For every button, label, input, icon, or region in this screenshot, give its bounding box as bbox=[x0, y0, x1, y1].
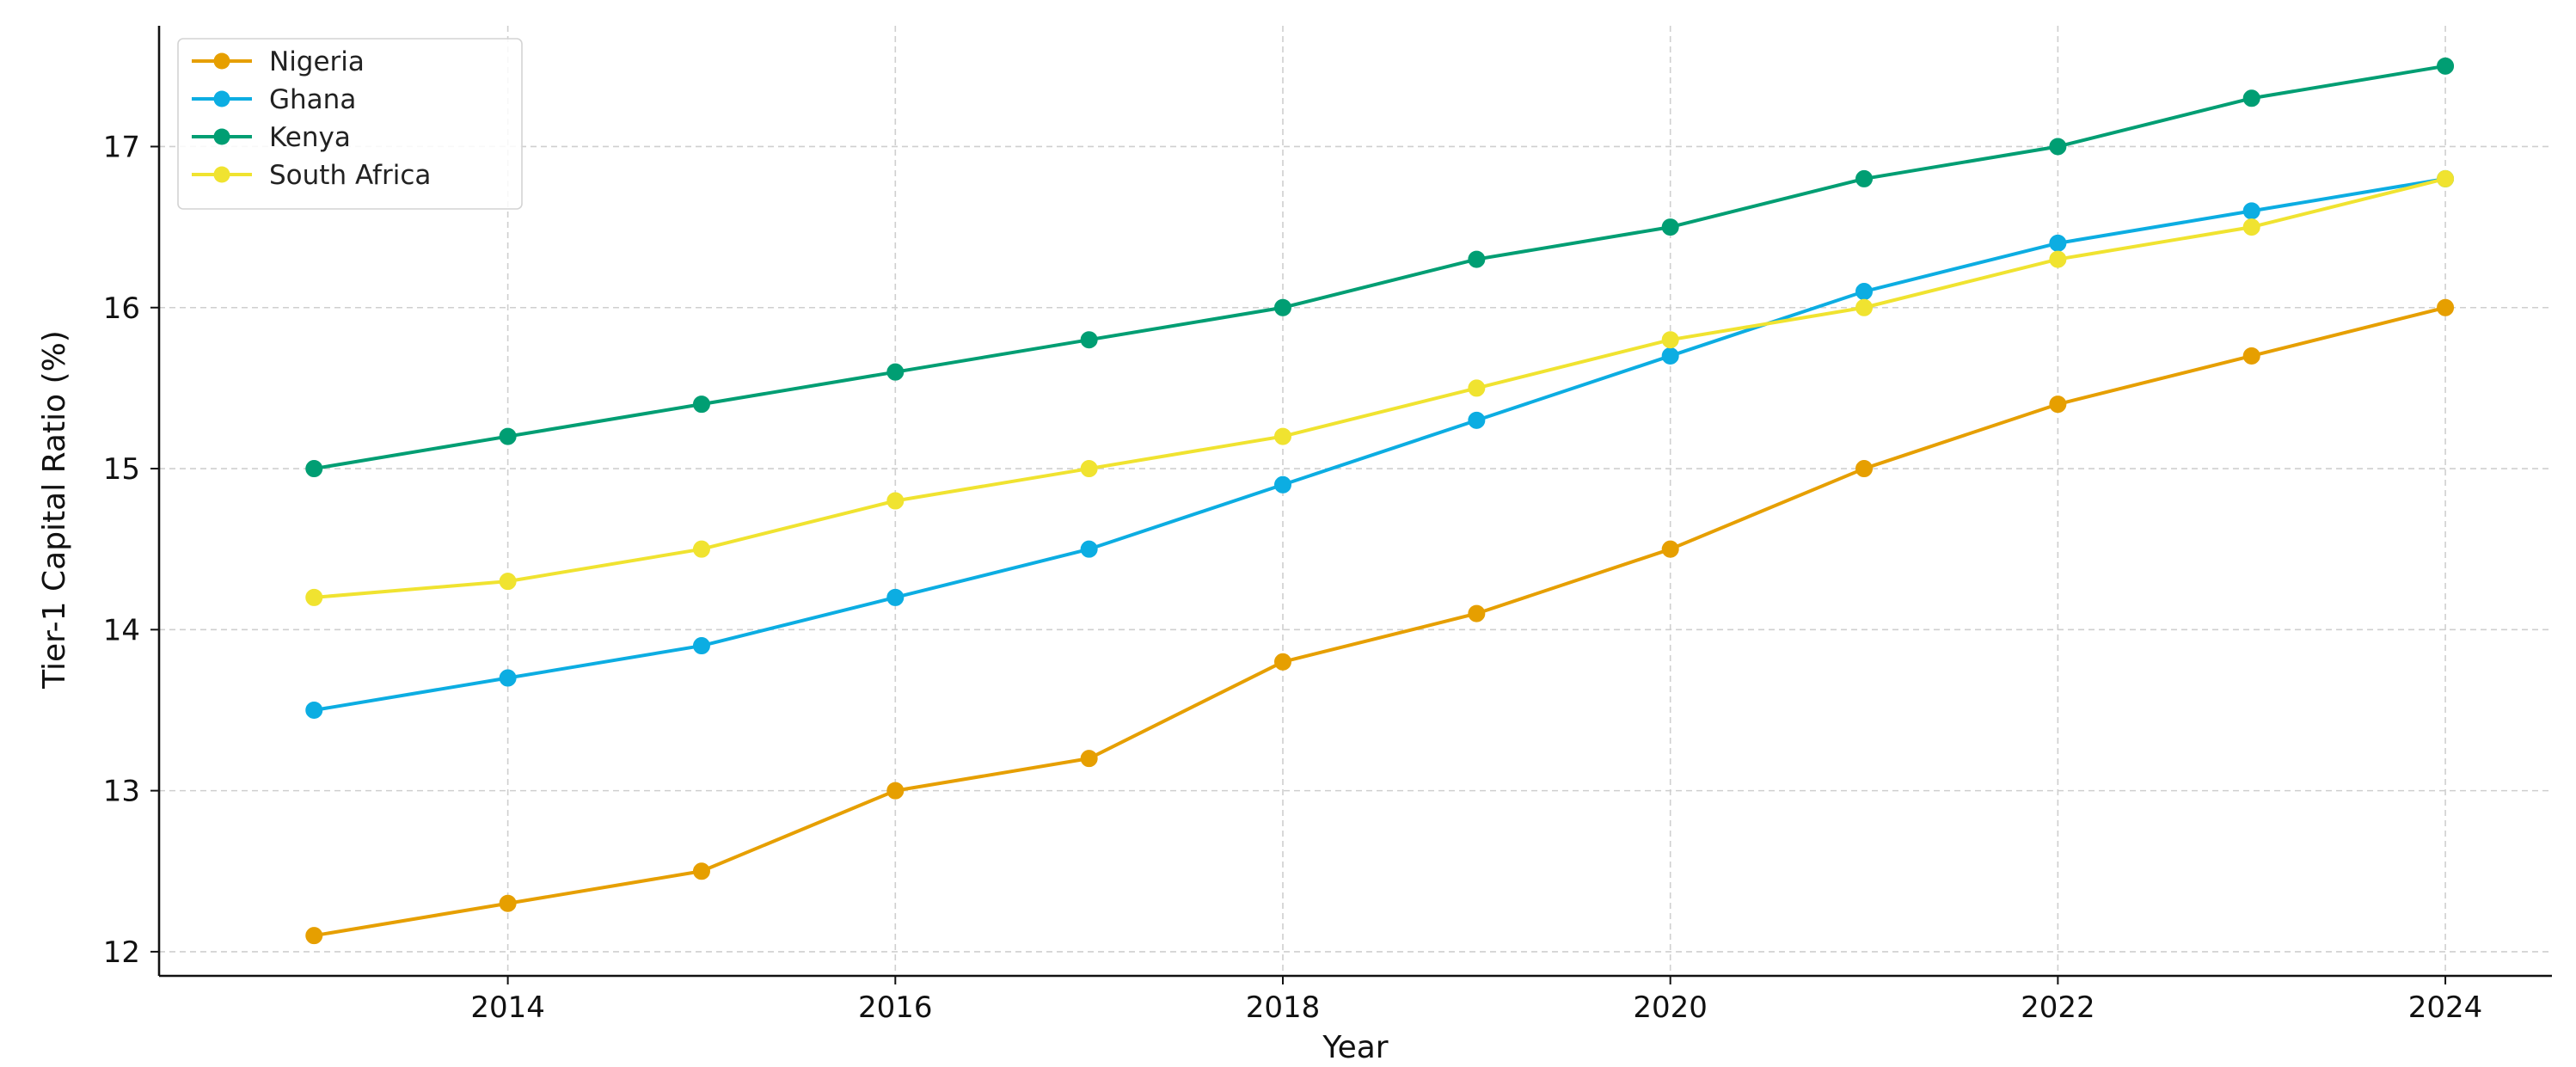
legend-label: Kenya bbox=[269, 122, 351, 153]
data-point bbox=[305, 701, 323, 719]
data-point bbox=[886, 492, 905, 510]
x-tick-label: 2014 bbox=[470, 990, 545, 1025]
legend-label: Ghana bbox=[269, 84, 356, 115]
data-point bbox=[2049, 138, 2067, 156]
data-point bbox=[2242, 202, 2260, 220]
data-point bbox=[886, 588, 905, 606]
x-tick-label: 2020 bbox=[1633, 990, 1708, 1025]
data-point bbox=[305, 927, 323, 945]
series-ghana bbox=[305, 169, 2455, 719]
data-point bbox=[2437, 169, 2455, 187]
y-tick-label: 14 bbox=[103, 613, 140, 647]
data-point bbox=[1080, 750, 1098, 768]
data-point bbox=[2049, 250, 2067, 268]
legend-label: South Africa bbox=[269, 160, 431, 191]
data-point bbox=[1080, 460, 1098, 478]
data-point bbox=[1080, 331, 1098, 349]
legend-item: South Africa bbox=[192, 160, 431, 191]
y-tick-label: 15 bbox=[103, 452, 140, 487]
legend-label: Nigeria bbox=[269, 46, 365, 77]
data-point bbox=[1273, 653, 1291, 671]
axes-layer: 2014 2016 2018 2020 2022 2024 12 13 14 15 16 17 bbox=[103, 26, 2552, 1025]
data-point bbox=[1080, 540, 1098, 558]
x-tick-label: 2024 bbox=[2408, 990, 2483, 1025]
data-point bbox=[1468, 379, 1486, 397]
data-point bbox=[499, 669, 517, 687]
data-point bbox=[305, 460, 323, 478]
data-point bbox=[886, 782, 905, 800]
x-axis-label: Year bbox=[1322, 1030, 1388, 1065]
legend: Nigeria Ghana Kenya South Africa bbox=[177, 38, 523, 210]
data-point bbox=[2242, 89, 2260, 107]
data-point bbox=[2049, 396, 2067, 414]
x-tick-label: 2018 bbox=[1246, 990, 1321, 1025]
legend-marker bbox=[213, 52, 230, 70]
data-point bbox=[692, 862, 710, 880]
data-point bbox=[2437, 298, 2455, 316]
data-point bbox=[1661, 540, 1679, 558]
legend-marker bbox=[213, 166, 230, 183]
x-tick-label: 2022 bbox=[2021, 990, 2095, 1025]
x-tick-label: 2016 bbox=[858, 990, 933, 1025]
data-point bbox=[2242, 218, 2260, 236]
data-point bbox=[1855, 298, 1874, 316]
data-point bbox=[1855, 460, 1874, 478]
series-line bbox=[312, 64, 2448, 471]
data-point bbox=[2437, 57, 2455, 75]
data-point bbox=[692, 637, 710, 655]
data-point bbox=[499, 894, 517, 912]
y-tick-label: 13 bbox=[103, 775, 140, 809]
data-point bbox=[2242, 346, 2260, 365]
data-point bbox=[886, 363, 905, 381]
data-point bbox=[1273, 427, 1291, 445]
series-line bbox=[312, 305, 2448, 938]
y-tick-label: 12 bbox=[103, 935, 140, 970]
data-point bbox=[1468, 250, 1486, 268]
legend-item: Ghana bbox=[192, 84, 356, 115]
series-nigeria bbox=[305, 298, 2455, 945]
y-tick-label: 17 bbox=[103, 130, 140, 164]
series-layer bbox=[305, 57, 2455, 945]
y-tick-label: 16 bbox=[103, 291, 140, 326]
data-point bbox=[499, 427, 517, 445]
data-point bbox=[1661, 218, 1679, 236]
y-axis-label: Tier-1 Capital Ratio (%) bbox=[37, 330, 72, 690]
legend-item: Kenya bbox=[192, 122, 351, 153]
legend-item: Nigeria bbox=[192, 46, 365, 77]
series-south-africa bbox=[305, 169, 2455, 606]
data-point bbox=[1468, 604, 1486, 622]
series-kenya bbox=[305, 57, 2455, 478]
data-point bbox=[1855, 169, 1874, 187]
data-point bbox=[1468, 411, 1486, 429]
data-point bbox=[1661, 331, 1679, 349]
data-point bbox=[1661, 346, 1679, 365]
data-point bbox=[692, 396, 710, 414]
data-point bbox=[305, 588, 323, 606]
data-point bbox=[499, 573, 517, 591]
data-point bbox=[2049, 234, 2067, 252]
series-line bbox=[312, 176, 2448, 599]
legend-marker bbox=[213, 128, 230, 145]
data-point bbox=[1855, 283, 1874, 301]
data-point bbox=[1273, 475, 1291, 494]
legend-marker bbox=[213, 90, 230, 107]
legend-box bbox=[177, 38, 523, 210]
data-point bbox=[1273, 298, 1291, 316]
data-point bbox=[692, 540, 710, 558]
series-line bbox=[312, 176, 2448, 712]
